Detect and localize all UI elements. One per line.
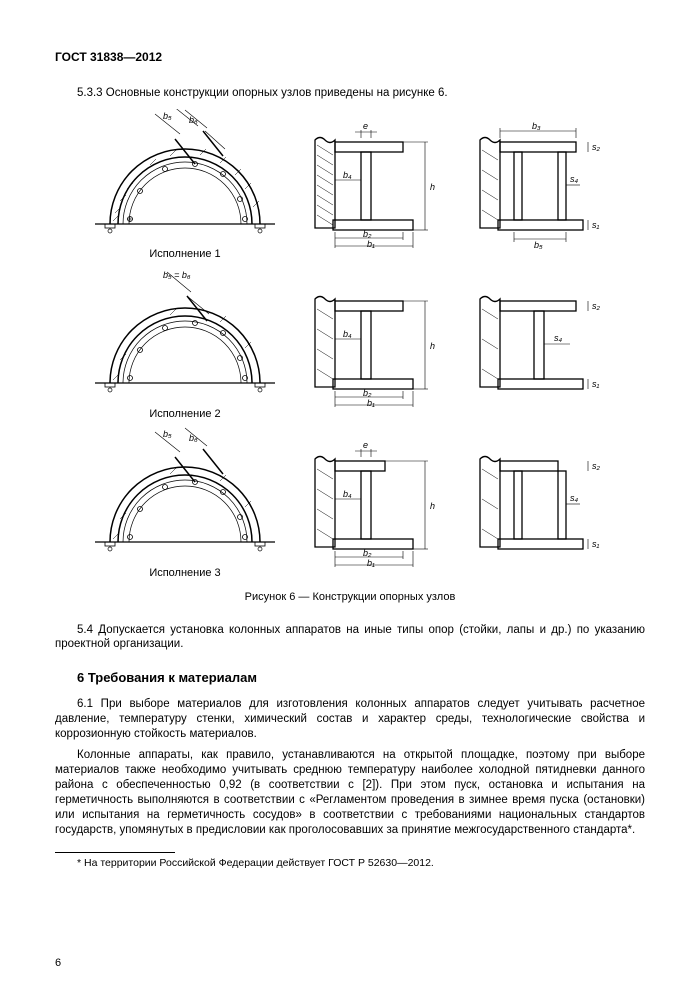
arch-diagram-3: b₅ b₆: [85, 427, 285, 557]
svg-text:h: h: [430, 182, 435, 192]
variant-2: b₅ = b₆ Исполнение 2: [85, 268, 285, 421]
svg-text:s₂: s₂: [592, 301, 601, 311]
svg-text:h: h: [430, 341, 435, 351]
svg-text:s₄: s₄: [554, 333, 563, 343]
t-section-2: b₄ h b₂ b₁: [305, 279, 450, 409]
variant-1-label: Исполнение 1: [85, 247, 285, 261]
svg-text:b₅ = b₆: b₅ = b₆: [163, 270, 191, 280]
svg-text:b₄: b₄: [343, 329, 352, 339]
svg-text:s₁: s₁: [592, 379, 600, 389]
svg-text:b₂: b₂: [363, 388, 372, 398]
svg-text:b₅: b₅: [163, 429, 172, 439]
svg-text:s₂: s₂: [592, 461, 601, 471]
svg-text:e: e: [363, 121, 368, 131]
i-section-3: s₂ s₄ s₁: [470, 439, 615, 569]
para-5-4: 5.4 Допускается установка колонных аппар…: [55, 623, 645, 653]
svg-text:b₁: b₁: [367, 239, 375, 249]
svg-text:s₁: s₁: [592, 539, 600, 549]
page-number: 6: [55, 956, 61, 970]
standard-header: ГОСТ 31838—2012: [55, 50, 645, 66]
svg-text:s₄: s₄: [570, 493, 579, 503]
t-section-3: e b₄ h b₂ b₁: [305, 439, 450, 569]
variant-3-label: Исполнение 3: [85, 566, 285, 580]
svg-text:b₅: b₅: [534, 240, 543, 250]
figure-row-3: b₅ b₆ Исполнение 3: [55, 427, 645, 580]
svg-text:b₁: b₁: [367, 398, 375, 408]
figure-row-1: b₅ b₆ Исполнение 1: [55, 109, 645, 262]
svg-text:b₆: b₆: [189, 115, 198, 125]
figure-6-caption: Рисунок 6 — Конструкции опорных узлов: [55, 590, 645, 604]
para-5-3-3: 5.3.3 Основные конструкции опорных узлов…: [55, 86, 645, 101]
section-6-heading: 6 Требования к материалам: [77, 670, 645, 687]
svg-text:b₄: b₄: [343, 489, 352, 499]
svg-text:s₄: s₄: [570, 174, 579, 184]
i-section-2: s₂ s₄ s₁: [470, 279, 615, 409]
figure-row-2: b₅ = b₆ Исполнение 2: [55, 268, 645, 421]
svg-text:b₆: b₆: [189, 433, 198, 443]
variant-1: b₅ b₆ Исполнение 1: [85, 109, 285, 262]
footnote: * На территории Российской Федерации дей…: [77, 857, 645, 871]
svg-text:b₃: b₃: [532, 121, 541, 131]
para-6-1b: Колонные аппараты, как правило, устанавл…: [55, 748, 645, 838]
svg-text:b₂: b₂: [363, 229, 372, 239]
figure-6: b₅ b₆ Исполнение 1: [55, 109, 645, 581]
svg-text:s₂: s₂: [592, 142, 601, 152]
svg-text:s₁: s₁: [592, 220, 600, 230]
t-section-1: e b₄ h b₂ b₁: [305, 120, 450, 250]
footnote-separator: [55, 852, 175, 853]
svg-text:e: e: [363, 440, 368, 450]
para-6-1a: 6.1 При выборе материалов для изготовлен…: [55, 697, 645, 742]
variant-3: b₅ b₆ Исполнение 3: [85, 427, 285, 580]
arch-diagram-1: b₅ b₆: [85, 109, 285, 239]
svg-text:h: h: [430, 501, 435, 511]
svg-text:b₁: b₁: [367, 558, 375, 568]
arch-diagram-2: b₅ = b₆: [85, 268, 285, 398]
variant-2-label: Исполнение 2: [85, 407, 285, 421]
i-section-1: b₃ s₂ s₄ s₁ b₅: [470, 120, 615, 250]
svg-text:b₂: b₂: [363, 548, 372, 558]
svg-text:b₅: b₅: [163, 111, 172, 121]
svg-text:b₄: b₄: [343, 170, 352, 180]
